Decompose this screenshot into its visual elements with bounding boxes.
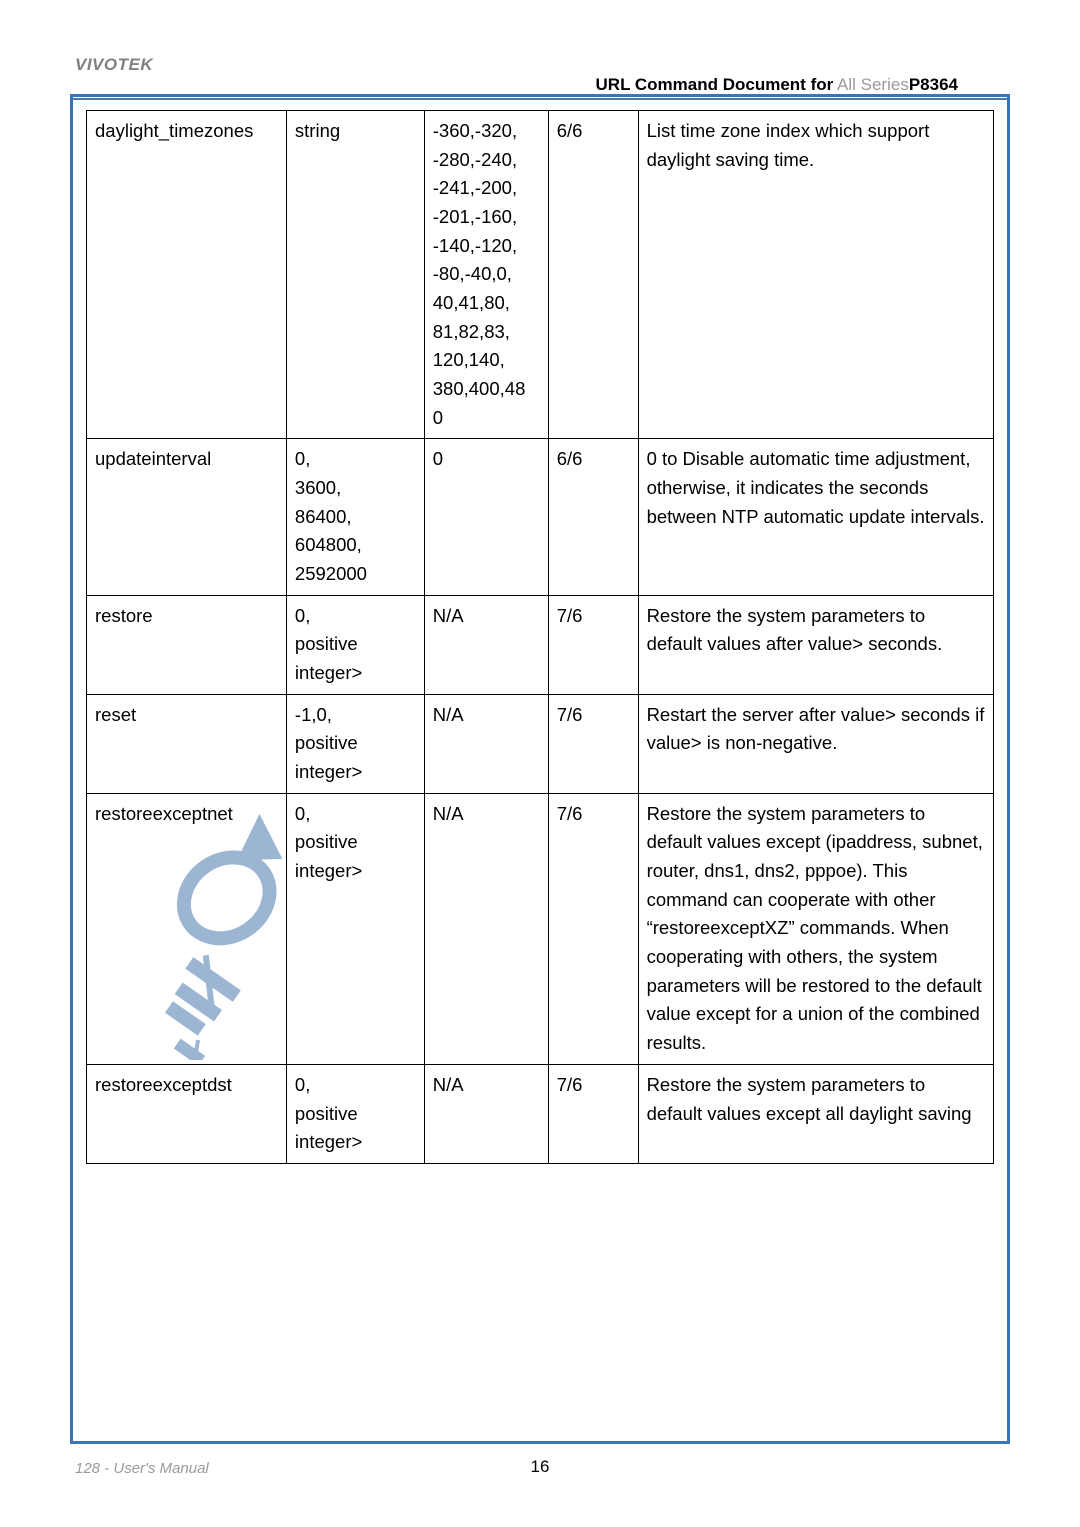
table-row: reset-1,0, positive integer>N/A7/6Restar… [87, 694, 994, 793]
footer-page-number: 16 [0, 1457, 1080, 1477]
cell-description: Restore the system parameters to default… [638, 793, 993, 1064]
table-row: updateinterval0, 3600, 86400, 604800, 25… [87, 439, 994, 595]
cell-name: updateinterval [87, 439, 287, 595]
cell-security: 6/6 [548, 111, 638, 439]
cell-type: 0, positive integer> [286, 793, 424, 1064]
cell-security: 7/6 [548, 595, 638, 694]
table-row: restore0, positive integer> N/A7/6Restor… [87, 595, 994, 694]
cell-default: 0 [424, 439, 548, 595]
cell-default: N/A [424, 595, 548, 694]
doc-title-bold: URL Command Document for [596, 75, 834, 94]
cell-type: string [286, 111, 424, 439]
table-row: restoreexceptdst0, positive integer>N/A7… [87, 1064, 994, 1163]
cell-security: 6/6 [548, 439, 638, 595]
brand-text: VIVOTEK [75, 55, 153, 75]
doc-header: URL Command Document for All SeriesP8364 [596, 75, 958, 95]
cell-description: Restore the system parameters to default… [638, 1064, 993, 1163]
cell-description: Restart the server after value> seconds … [638, 694, 993, 793]
cell-security: 7/6 [548, 1064, 638, 1163]
cell-default: N/A [424, 793, 548, 1064]
cell-type: -1,0, positive integer> [286, 694, 424, 793]
cell-name: restoreexceptnet [87, 793, 287, 1064]
cell-default: N/A [424, 1064, 548, 1163]
cell-description: 0 to Disable automatic time adjustment, … [638, 439, 993, 595]
cell-default: -360,-320, -280,-240, -241,-200, -201,-1… [424, 111, 548, 439]
cell-type: 0, positive integer> [286, 595, 424, 694]
table-row: daylight_timezonesstring-360,-320, -280,… [87, 111, 994, 439]
cell-type: 0, 3600, 86400, 604800, 2592000 [286, 439, 424, 595]
cell-name: restore [87, 595, 287, 694]
doc-title-light: All Series [833, 75, 909, 94]
cell-name: restoreexceptdst [87, 1064, 287, 1163]
cell-security: 7/6 [548, 694, 638, 793]
cell-name: daylight_timezones [87, 111, 287, 439]
cell-security: 7/6 [548, 793, 638, 1064]
parameters-table: daylight_timezonesstring-360,-320, -280,… [86, 110, 994, 1164]
cell-description: Restore the system parameters to default… [638, 595, 993, 694]
cell-default: N/A [424, 694, 548, 793]
cell-name: reset [87, 694, 287, 793]
doc-model: P8364 [909, 75, 958, 94]
table-row: restoreexceptnet0, positive integer>N/A7… [87, 793, 994, 1064]
cell-description: List time zone index which support dayli… [638, 111, 993, 439]
cell-type: 0, positive integer> [286, 1064, 424, 1163]
